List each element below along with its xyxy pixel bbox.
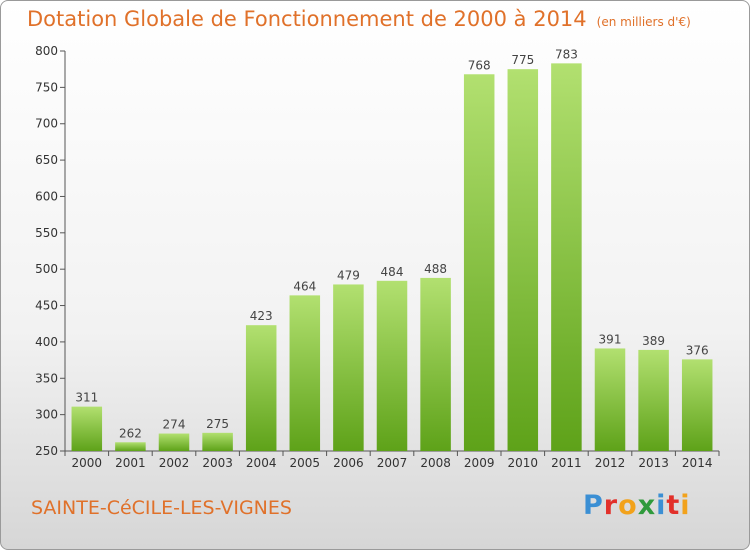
y-tick-label: 750 [35,80,58,94]
bar-2002 [158,433,190,451]
bar-2007 [376,280,408,451]
bar-2011 [551,63,582,451]
chart-unit: (en milliers d'€) [596,15,691,29]
y-tick-label: 800 [35,44,58,58]
x-tick-label: 2014 [682,456,713,470]
value-label: 484 [381,265,404,279]
x-tick-label: 2005 [290,456,321,470]
value-label: 479 [337,268,360,282]
logo-letter: t [666,490,681,521]
value-label: 274 [163,418,186,432]
logo-letter: i [680,490,691,521]
value-label: 311 [75,391,98,405]
value-label: 275 [206,417,229,431]
x-tick-label: 2007 [377,456,408,470]
x-tick-label: 2002 [159,456,190,470]
y-tick-label: 500 [35,262,58,276]
value-label: 262 [119,426,142,440]
value-label: 768 [468,58,491,72]
x-tick-label: 2012 [595,456,626,470]
value-label: 376 [686,343,709,357]
value-label: 391 [599,332,622,346]
y-tick-label: 450 [35,299,58,313]
x-tick-label: 2004 [246,456,277,470]
value-label: 775 [511,53,534,67]
bar-2014 [681,359,713,451]
y-tick-label: 300 [35,408,58,422]
y-tick-label: 650 [35,153,58,167]
x-tick-label: 2001 [115,456,146,470]
bar-2000 [71,406,103,451]
x-tick-label: 2010 [508,456,539,470]
value-label: 488 [424,262,447,276]
y-tick-label: 350 [35,371,58,385]
x-tick-label: 2008 [420,456,451,470]
proxiti-logo: Proxiti [583,490,691,521]
value-label: 389 [642,334,665,348]
y-tick-label: 550 [35,226,58,240]
x-tick-label: 2000 [72,456,103,470]
y-tick-label: 400 [35,335,58,349]
bar-2013 [638,349,669,451]
value-label: 783 [555,47,578,61]
bar-2009 [463,74,495,451]
bar-2008 [420,277,451,451]
logo-letter: i [656,490,667,521]
chart-title-block: Dotation Globale de Fonctionnement de 20… [27,7,691,31]
value-label: 464 [293,279,316,293]
bars [71,63,713,451]
chart-title: Dotation Globale de Fonctionnement de 20… [27,7,587,31]
logo-letter: x [637,490,657,521]
y-tick-label: 600 [35,189,58,203]
y-tick-label: 700 [35,117,58,131]
value-label: 423 [250,309,273,323]
commune-name: SAINTE-CéCILE-LES-VIGNES [31,497,292,519]
logo-letter: P [583,490,604,521]
x-tick-label: 2011 [551,456,582,470]
bar-2004 [245,325,277,451]
bar-2001 [115,442,146,451]
value-labels: 311 262 274 275 423 464 479 484 488 768 775 783 391 3… [75,47,708,440]
logo-letter: o [618,490,638,521]
bar-2012 [594,348,626,451]
x-tick-label: 2013 [638,456,669,470]
bar-2005 [289,295,321,451]
x-tick-label: 2009 [464,456,495,470]
bar-2006 [333,284,364,451]
y-tick-label: 250 [35,444,58,458]
axes: 250 300 350 400 450 500 550 600 650 700 750 800 2000… [35,44,720,470]
x-tick-label: 2006 [333,456,364,470]
bar-2003 [202,432,233,451]
logo-letter: r [603,490,619,521]
x-tick-label: 2003 [202,456,233,470]
bar-2010 [507,69,539,451]
